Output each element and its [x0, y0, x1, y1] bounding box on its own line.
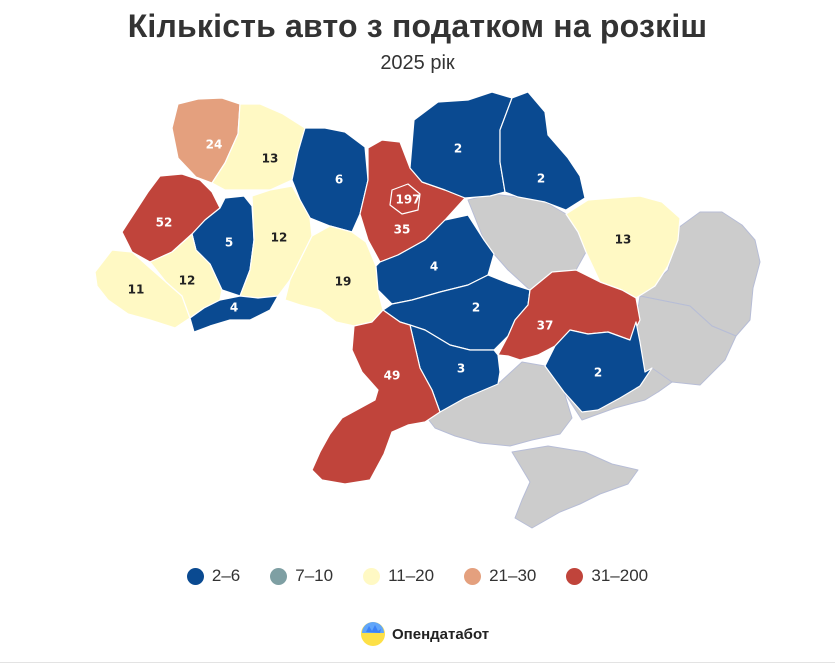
value-label-zhytomyr: 6	[335, 173, 343, 187]
value-label-kyiv-obl: 35	[394, 223, 411, 237]
value-label-kharkiv: 13	[615, 233, 632, 247]
value-label-mykolaiv: 3	[457, 362, 465, 376]
legend-swatch	[464, 567, 482, 585]
value-label-zakarpattia: 11	[128, 283, 145, 297]
bottom-divider	[0, 662, 835, 663]
legend-label: 11–20	[388, 566, 435, 585]
legend-label: 21–30	[489, 566, 537, 585]
value-label-zaporizhzhia: 2	[594, 366, 602, 380]
value-label-ternopil: 5	[225, 236, 233, 250]
region-odesa	[311, 309, 441, 485]
legend-label: 2–6	[211, 566, 241, 585]
brand-name: Опендатабот	[392, 625, 490, 643]
region-ivano-frankivsk	[149, 233, 223, 319]
value-label-lviv: 52	[156, 216, 173, 230]
value-label-sumy: 2	[537, 172, 545, 186]
legend-label: 7–10	[295, 566, 334, 585]
legend: 2–6 7–10 11–20 21–30 31–200	[0, 566, 835, 586]
opendatabot-logo-icon	[361, 622, 385, 646]
value-label-rivne: 13	[262, 152, 279, 166]
value-label-volyn: 24	[206, 138, 223, 152]
value-label-ivano-frankivsk: 12	[179, 274, 196, 288]
region-zaporizhzhia	[544, 321, 653, 413]
value-label-chernihiv: 2	[454, 142, 462, 156]
legend-item-11-20[interactable]: 11–20	[363, 566, 434, 586]
legend-swatch	[270, 567, 288, 585]
brand-logo[interactable]: Опендатабот	[360, 621, 489, 647]
value-label-chernivtsi: 4	[230, 301, 238, 315]
region-chernivtsi	[189, 295, 279, 333]
region-kyiv-city	[389, 183, 421, 215]
map-title: Кількість авто з податком на розкіш	[127, 8, 708, 44]
map-subtitle: 2025 рік	[380, 52, 455, 74]
value-label-vinnytsia: 19	[335, 275, 352, 289]
legend-swatch	[566, 567, 584, 585]
legend-item-31-200[interactable]: 31–200	[566, 566, 648, 586]
value-label-khmelnytskyi: 12	[271, 231, 288, 245]
legend-item-7-10[interactable]: 7–10	[270, 566, 333, 586]
value-label-kyiv-city: 197	[395, 193, 420, 207]
value-label-cherkasy: 4	[430, 260, 438, 274]
value-label-kirovohrad: 2	[472, 301, 480, 315]
region-kharkiv	[565, 195, 681, 299]
region-kherson	[424, 361, 573, 447]
value-label-dnipropetrovsk: 37	[537, 319, 554, 333]
region-crimea	[511, 445, 639, 529]
legend-swatch	[186, 567, 204, 585]
legend-item-21-30[interactable]: 21–30	[464, 566, 536, 586]
legend-item-2-6[interactable]: 2–6	[186, 566, 241, 586]
region-sumy	[499, 91, 586, 211]
value-label-odesa: 49	[384, 369, 401, 383]
legend-swatch	[363, 567, 381, 585]
legend-label: 31–200	[591, 566, 649, 585]
